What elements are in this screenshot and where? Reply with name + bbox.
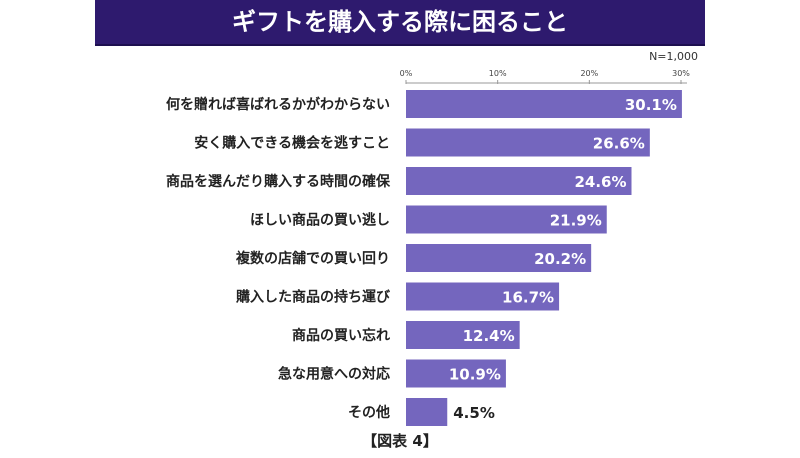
bar (406, 205, 607, 234)
x-tick-label: 30% (672, 69, 690, 78)
data-label: 10.9% (449, 366, 501, 384)
x-tick-label: 20% (580, 69, 598, 78)
category-label: 購入した商品の持ち運び (235, 289, 391, 306)
bar (406, 244, 592, 272)
data-label: 4.5% (453, 404, 495, 422)
data-label: 26.6% (593, 135, 645, 153)
chart-title: ギフトを購入する際に困ること (95, 0, 705, 46)
figure-caption: 【図表 4】 (362, 432, 438, 450)
data-label: 20.2% (534, 250, 586, 268)
category-label: 商品の買い忘れ (292, 327, 390, 344)
data-label: 30.1% (625, 96, 677, 114)
bar (406, 167, 632, 195)
category-label: 何を贈れば喜ばれるかがわからない (166, 96, 390, 113)
category-label: 安く購入できる機会を逃すこと (194, 135, 390, 152)
bar (406, 398, 448, 426)
data-label: 24.6% (574, 173, 626, 191)
bar (406, 321, 520, 349)
x-tick-label: 10% (489, 69, 507, 78)
category-label: ほしい商品の買い逃し (250, 212, 390, 229)
bar (406, 90, 682, 118)
bar (406, 282, 560, 311)
category-label: 商品を選んだり購入する時間の確保 (166, 173, 391, 190)
category-label: 急な用意への対応 (278, 366, 390, 383)
data-label: 16.7% (502, 289, 554, 307)
bar (406, 128, 650, 157)
bar (406, 359, 506, 388)
category-label: 複数の店舗での買い回り (235, 250, 390, 267)
category-label: その他 (348, 404, 390, 421)
data-label: 21.9% (550, 212, 602, 230)
x-tick-label: 0% (400, 69, 413, 78)
sample-size-note: N=1,000 (649, 50, 698, 63)
data-label: 12.4% (463, 327, 515, 345)
